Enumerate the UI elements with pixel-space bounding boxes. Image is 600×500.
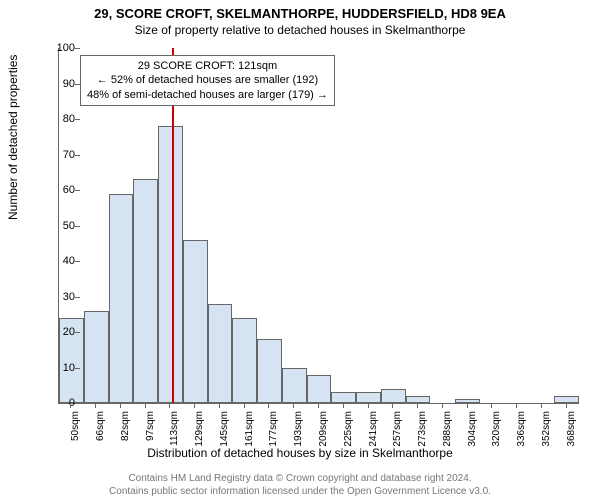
xtick-label: 352sqm: [541, 411, 552, 451]
ytick-label: 100: [45, 42, 75, 54]
xtick-mark: [442, 403, 443, 408]
xtick-label: 113sqm: [169, 411, 180, 451]
ytick-mark: [75, 261, 80, 262]
annotation-line1: 29 SCORE CROFT: 121sqm: [87, 59, 328, 73]
histogram-bar: [554, 396, 579, 403]
xtick-mark: [417, 403, 418, 408]
histogram-bar: [406, 396, 431, 403]
ytick-label: 70: [45, 149, 75, 161]
xtick-label: 257sqm: [392, 411, 403, 451]
histogram-bar: [84, 311, 109, 403]
annotation-line3: 48% of semi-detached houses are larger (…: [87, 88, 328, 102]
xtick-mark: [120, 403, 121, 408]
footer-line1: Contains HM Land Registry data © Crown c…: [128, 473, 471, 484]
ytick-mark: [75, 368, 80, 369]
xtick-mark: [392, 403, 393, 408]
ytick-mark: [75, 48, 80, 49]
xtick-mark: [95, 403, 96, 408]
ytick-label: 10: [45, 362, 75, 374]
xtick-label: 161sqm: [244, 411, 255, 451]
title-line2: Size of property relative to detached ho…: [0, 21, 600, 37]
xtick-mark: [318, 403, 319, 408]
ytick-label: 90: [45, 78, 75, 90]
xtick-mark: [566, 403, 567, 408]
histogram-bar: [331, 392, 356, 403]
ytick-mark: [75, 403, 80, 404]
title-line1: 29, SCORE CROFT, SKELMANTHORPE, HUDDERSF…: [0, 0, 600, 21]
histogram-bar: [208, 304, 233, 403]
annotation-line2: ← 52% of detached houses are smaller (19…: [87, 73, 328, 87]
ytick-label: 40: [45, 255, 75, 267]
xtick-label: 304sqm: [467, 411, 478, 451]
chart-container: 29, SCORE CROFT, SKELMANTHORPE, HUDDERSF…: [0, 0, 600, 500]
xtick-label: 129sqm: [194, 411, 205, 451]
histogram-bar: [356, 392, 381, 403]
histogram-bar: [158, 126, 183, 403]
footer-line2: Contains public sector information licen…: [109, 486, 491, 497]
xtick-mark: [516, 403, 517, 408]
xtick-label: 273sqm: [417, 411, 428, 451]
ytick-mark: [75, 119, 80, 120]
xtick-label: 209sqm: [318, 411, 329, 451]
ytick-label: 60: [45, 184, 75, 196]
ytick-label: 80: [45, 113, 75, 125]
ytick-mark: [75, 332, 80, 333]
histogram-bar: [282, 368, 307, 404]
ytick-mark: [75, 297, 80, 298]
xtick-mark: [244, 403, 245, 408]
ytick-label: 50: [45, 220, 75, 232]
xtick-mark: [541, 403, 542, 408]
xtick-mark: [368, 403, 369, 408]
xtick-label: 368sqm: [566, 411, 577, 451]
xtick-mark: [268, 403, 269, 408]
xtick-label: 50sqm: [70, 411, 81, 451]
xtick-mark: [194, 403, 195, 408]
xtick-label: 320sqm: [491, 411, 502, 451]
xtick-mark: [169, 403, 170, 408]
ytick-label: 30: [45, 291, 75, 303]
xtick-label: 97sqm: [145, 411, 156, 451]
xtick-label: 336sqm: [516, 411, 527, 451]
annotation-box: 29 SCORE CROFT: 121sqm← 52% of detached …: [80, 55, 335, 106]
xtick-mark: [219, 403, 220, 408]
xtick-label: 145sqm: [219, 411, 230, 451]
ytick-mark: [75, 190, 80, 191]
histogram-bar: [133, 179, 158, 403]
histogram-bar: [307, 375, 332, 403]
y-axis-label: Number of detached properties: [6, 55, 20, 220]
ytick-mark: [75, 226, 80, 227]
xtick-mark: [491, 403, 492, 408]
xtick-mark: [70, 403, 71, 408]
footer-text: Contains HM Land Registry data © Crown c…: [0, 473, 600, 498]
histogram-bar: [232, 318, 257, 403]
xtick-label: 82sqm: [120, 411, 131, 451]
histogram-bar: [381, 389, 406, 403]
histogram-bar: [183, 240, 208, 403]
ytick-label: 20: [45, 326, 75, 338]
histogram-bar: [257, 339, 282, 403]
histogram-bar: [455, 399, 480, 403]
xtick-mark: [145, 403, 146, 408]
xtick-label: 177sqm: [268, 411, 279, 451]
xtick-label: 66sqm: [95, 411, 106, 451]
ytick-mark: [75, 155, 80, 156]
xtick-label: 193sqm: [293, 411, 304, 451]
xtick-mark: [467, 403, 468, 408]
xtick-label: 225sqm: [343, 411, 354, 451]
xtick-label: 288sqm: [442, 411, 453, 451]
xtick-mark: [293, 403, 294, 408]
histogram-bar: [109, 194, 134, 403]
xtick-label: 241sqm: [368, 411, 379, 451]
xtick-mark: [343, 403, 344, 408]
